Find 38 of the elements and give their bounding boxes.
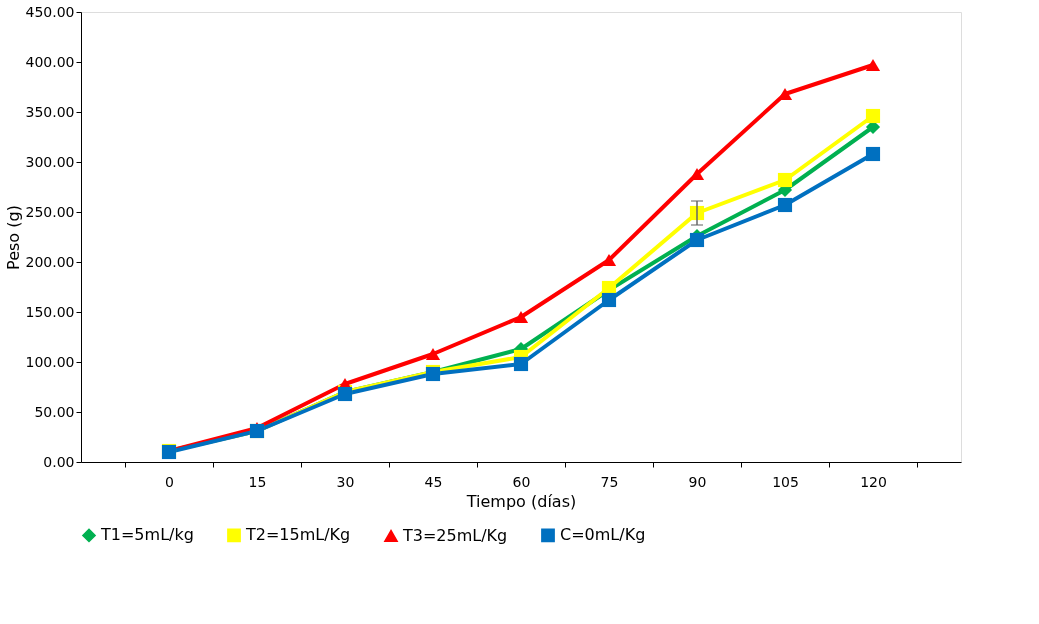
point (865, 108, 881, 124)
y-axis-title: Peso (g) (3, 205, 23, 270)
x-tick-label: 0 (165, 473, 174, 490)
legend-label: T1=5mL/kg (100, 525, 194, 545)
y-tick-label: 150.00 (25, 303, 75, 320)
y-tick-label: 50.00 (34, 403, 75, 420)
x-tick-label: 90 (688, 473, 707, 490)
point (777, 87, 793, 101)
point (865, 58, 881, 72)
y-tick-label: 0.00 (43, 453, 75, 470)
y-tick-label: 100.00 (25, 353, 75, 370)
point (513, 310, 529, 324)
point (513, 356, 529, 372)
legend-label: T2=15mL/Kg (245, 525, 351, 545)
y-tick-label: 300.00 (25, 153, 75, 170)
y-tick-label: 250.00 (25, 203, 75, 220)
x-tick-label: 75 (600, 473, 619, 490)
x-tick-label: 105 (772, 473, 799, 490)
y-tick-label: 350.00 (25, 103, 75, 120)
y-tick-label: 450.00 (25, 3, 75, 20)
point (601, 253, 617, 267)
x-axis-title: Tiempo (días) (465, 491, 577, 511)
x-tick-label: 30 (336, 473, 355, 490)
point (777, 172, 793, 188)
x-tick-label: 120 (860, 473, 887, 490)
x-tick-label: 45 (424, 473, 443, 490)
x-tick-label: 15 (248, 473, 267, 490)
x-tick-label: 60 (512, 473, 531, 490)
point (425, 347, 441, 361)
legend-label: T3=25mL/Kg (402, 525, 508, 545)
point (689, 167, 705, 181)
y-tick-label: 400.00 (25, 53, 75, 70)
point (777, 197, 793, 213)
legend-label: C=0mL/Kg (560, 525, 646, 545)
point (689, 232, 705, 248)
point (601, 292, 617, 308)
y-tick-label: 200.00 (25, 253, 75, 270)
point (865, 146, 881, 162)
